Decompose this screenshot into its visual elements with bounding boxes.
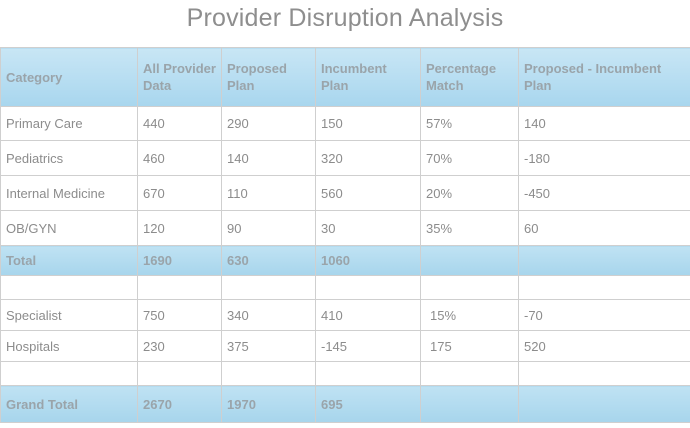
total-label: Total (0, 245, 138, 276)
blank-cell (315, 275, 421, 300)
blank-row (0, 275, 690, 300)
cell-proposed: 340 (221, 299, 316, 331)
cell-all-provider: 230 (137, 330, 222, 362)
cell-category: Primary Care (0, 106, 138, 141)
cell-proposed: 90 (221, 210, 316, 246)
page-title: Provider Disruption Analysis (186, 4, 504, 32)
cell-percentage: 57% (420, 106, 519, 141)
cell-category: Internal Medicine (0, 175, 138, 211)
cell-proposed: 140 (221, 140, 316, 176)
cell-all-provider: 120 (137, 210, 222, 246)
table-row: Pediatrics 460 140 320 70% -180 (0, 140, 690, 176)
grand-total-difference (518, 385, 690, 423)
table-row: Hospitals 230 375 -145 175 520 (0, 330, 690, 362)
table-row: Specialist 750 340 410 15% -70 (0, 299, 690, 331)
cell-difference: -70 (518, 299, 690, 331)
cell-all-provider: 460 (137, 140, 222, 176)
total-proposed: 630 (221, 245, 316, 276)
total-incumbent: 1060 (315, 245, 421, 276)
blank-cell (137, 275, 222, 300)
cell-all-provider: 440 (137, 106, 222, 141)
header-all-provider-data: All Provider Data (137, 47, 222, 107)
cell-incumbent: 560 (315, 175, 421, 211)
table-header-row: Category All Provider Data Proposed Plan… (0, 47, 690, 107)
cell-difference: 140 (518, 106, 690, 141)
grand-total-incumbent: 695 (315, 385, 421, 423)
cell-percentage: 70% (420, 140, 519, 176)
cell-proposed: 110 (221, 175, 316, 211)
cell-percentage: 15% (420, 299, 519, 331)
cell-proposed: 290 (221, 106, 316, 141)
header-proposed-minus-incumbent: Proposed - Incumbent Plan (518, 47, 690, 107)
cell-incumbent: 320 (315, 140, 421, 176)
grand-total-proposed: 1970 (221, 385, 316, 423)
cell-all-provider: 750 (137, 299, 222, 331)
cell-category: Specialist (0, 299, 138, 331)
total-all-provider: 1690 (137, 245, 222, 276)
cell-category: Hospitals (0, 330, 138, 362)
cell-incumbent: 30 (315, 210, 421, 246)
table-row: OB/GYN 120 90 30 35% 60 (0, 210, 690, 246)
total-row: Total 1690 630 1060 (0, 245, 690, 276)
cell-percentage: 20% (420, 175, 519, 211)
grand-total-row: Grand Total 2670 1970 695 (0, 385, 690, 423)
blank-cell (0, 275, 138, 300)
cell-difference: 520 (518, 330, 690, 362)
cell-category: Pediatrics (0, 140, 138, 176)
cell-difference: -180 (518, 140, 690, 176)
header-category: Category (0, 47, 138, 107)
blank-cell (221, 361, 316, 386)
cell-difference: 60 (518, 210, 690, 246)
cell-incumbent: 410 (315, 299, 421, 331)
blank-cell (518, 275, 690, 300)
blank-cell (315, 361, 421, 386)
cell-percentage: 175 (420, 330, 519, 362)
blank-cell (420, 361, 519, 386)
blank-cell (137, 361, 222, 386)
header-percentage-match: Percentage Match (420, 47, 519, 107)
table-row: Primary Care 440 290 150 57% 140 (0, 106, 690, 141)
blank-cell (420, 275, 519, 300)
cell-incumbent: 150 (315, 106, 421, 141)
cell-proposed: 375 (221, 330, 316, 362)
blank-cell (221, 275, 316, 300)
grand-total-all-provider: 2670 (137, 385, 222, 423)
total-difference (518, 245, 690, 276)
cell-difference: -450 (518, 175, 690, 211)
blank-row (0, 361, 690, 386)
blank-cell (0, 361, 138, 386)
header-proposed-plan: Proposed Plan (221, 47, 316, 107)
cell-percentage: 35% (420, 210, 519, 246)
cell-category: OB/GYN (0, 210, 138, 246)
disruption-table-container: Category All Provider Data Proposed Plan… (0, 47, 690, 423)
total-percentage (420, 245, 519, 276)
cell-incumbent: -145 (315, 330, 421, 362)
blank-cell (518, 361, 690, 386)
disruption-table: Category All Provider Data Proposed Plan… (0, 47, 690, 423)
table-row: Internal Medicine 670 110 560 20% -450 (0, 175, 690, 211)
grand-total-label: Grand Total (0, 385, 138, 423)
grand-total-percentage (420, 385, 519, 423)
header-incumbent-plan: Incumbent Plan (315, 47, 421, 107)
cell-all-provider: 670 (137, 175, 222, 211)
